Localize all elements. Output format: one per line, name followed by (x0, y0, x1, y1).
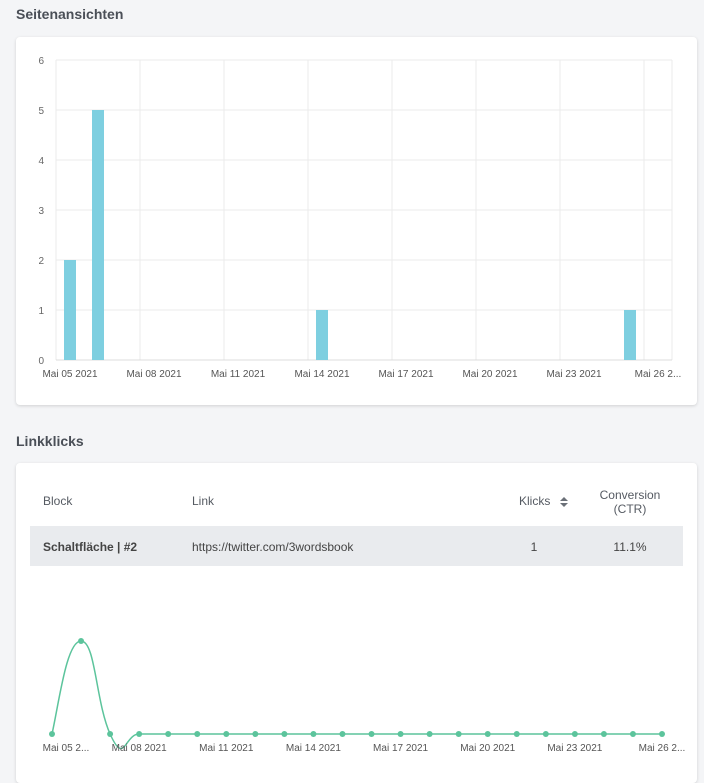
y-tick-label: 2 (38, 256, 44, 267)
data-point (426, 731, 433, 737)
bar (624, 310, 636, 360)
data-point (571, 731, 578, 737)
x-tick-label: Mai 23 2021 (546, 369, 601, 380)
x-tick-label: Mai 11 2021 (199, 743, 254, 754)
link-clicks-card: Block Link Klicks Conversion (CTR) Schal… (16, 463, 697, 783)
bar (64, 260, 76, 360)
column-header-block: Block (43, 494, 73, 508)
data-point (339, 731, 346, 737)
y-tick-label: 1 (38, 306, 44, 317)
table-row[interactable] (30, 526, 683, 566)
data-point (542, 731, 549, 737)
data-point (136, 731, 143, 737)
x-tick-label: Mai 17 2021 (373, 743, 428, 754)
data-point (252, 731, 259, 737)
sort-icon[interactable] (559, 496, 568, 507)
column-header-link: Link (192, 494, 215, 508)
column-header-clicks-label: Klicks (519, 494, 551, 508)
x-tick-label: Mai 14 2021 (294, 369, 349, 380)
data-point (513, 731, 520, 737)
link-clicks-line-chart: Mai 05 2... Mai 08 2021 Mai 11 2021 Mai 14 … (43, 638, 686, 754)
data-point (281, 731, 288, 737)
data-point (629, 731, 636, 737)
bar (92, 110, 104, 360)
bar (316, 310, 328, 360)
x-tick-label: Mai 20 2021 (462, 369, 517, 380)
y-tick-label: 4 (38, 156, 44, 167)
x-tick-label: Mai 11 2021 (211, 369, 266, 380)
table-cell-link[interactable]: https://twitter.com/3wordsbook (192, 540, 354, 554)
page-views-title: Seitenansichten (16, 6, 124, 22)
data-point (165, 731, 172, 737)
y-tick-label: 6 (38, 56, 44, 67)
data-point (368, 731, 375, 737)
link-clicks-title: Linkklicks (16, 433, 84, 449)
x-tick-label: Mai 08 2021 (112, 743, 167, 754)
series-line (51, 640, 662, 750)
x-tick-label: Mai 20 2021 (460, 743, 515, 754)
x-tick-label: Mai 08 2021 (126, 369, 181, 380)
table-cell-conversion: 11.1% (613, 540, 647, 554)
y-tick-label: 0 (38, 356, 44, 367)
data-point (49, 731, 55, 737)
x-tick-label: Mai 23 2021 (547, 743, 602, 754)
column-header-conversion-line1: Conversion (599, 488, 661, 502)
data-point (397, 731, 404, 737)
data-point (78, 638, 85, 644)
x-tick-label: Mai 05 2... (43, 743, 90, 754)
x-tick-label: Mai 26 2... (639, 743, 686, 754)
x-tick-label: Mai 26 2... (635, 369, 682, 380)
y-tick-label: 3 (38, 206, 44, 217)
column-header-conversion-line2: (CTR) (613, 502, 647, 516)
data-point (194, 731, 201, 737)
x-tick-label: Mai 14 2021 (286, 743, 341, 754)
x-tick-label: Mai 05 2021 (42, 369, 97, 380)
page-views-bar-chart: 0 1 2 3 4 5 6 Mai 05 2021 Mai 08 2021 Mai 11 2021… (38, 56, 682, 380)
data-point (223, 731, 230, 737)
table-cell-block: Schaltfläche | #2 (43, 540, 138, 554)
data-point (310, 731, 317, 737)
column-header-clicks[interactable]: Klicks (519, 494, 568, 508)
x-tick-label: Mai 17 2021 (378, 369, 433, 380)
data-point (600, 731, 607, 737)
column-header-conversion: Conversion (CTR) (586, 488, 674, 516)
data-point (659, 731, 665, 737)
table-cell-clicks: 1 (530, 540, 538, 554)
y-tick-label: 5 (38, 106, 44, 117)
page-views-card: 0 1 2 3 4 5 6 Mai 05 2021 Mai 08 2021 Mai 11 2021… (16, 37, 697, 405)
data-point (107, 731, 114, 737)
data-point (455, 731, 462, 737)
data-point (484, 731, 491, 737)
